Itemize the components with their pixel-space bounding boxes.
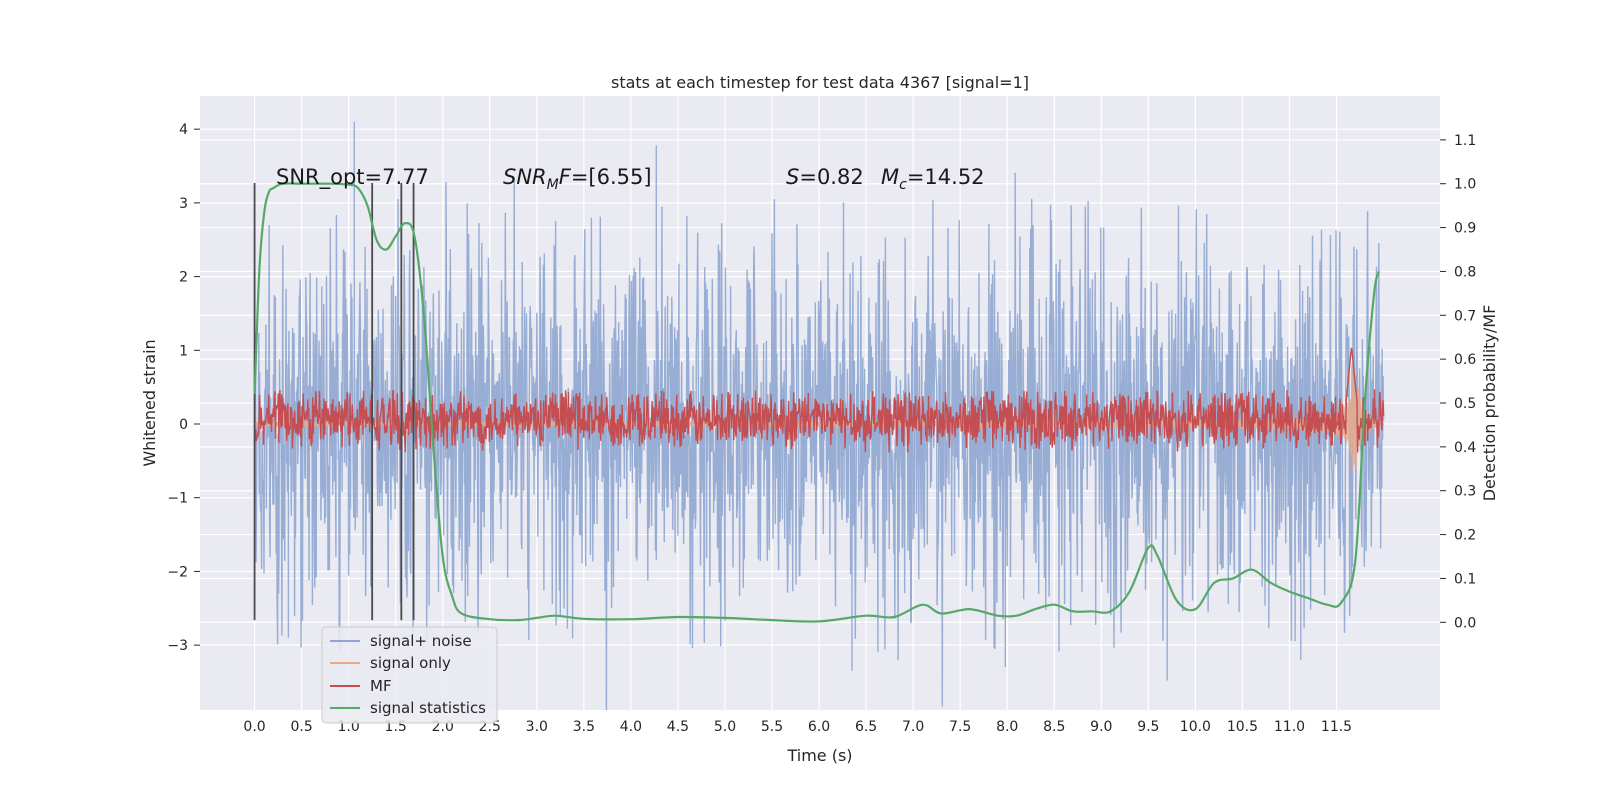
y-axis-label: Whitened strain xyxy=(140,339,159,466)
y-axis-ticks: 4 3 2 1 0 −1 −2 −3 xyxy=(167,122,200,654)
x-axis-label: Time (s) xyxy=(786,746,852,765)
legend-label-mf: MF xyxy=(370,677,392,695)
x-tick-label: 9.5 xyxy=(1137,719,1159,735)
y2-tick-label: 0.5 xyxy=(1454,396,1476,412)
annotation-snr-mf: SNRMF=[6.55] xyxy=(503,165,652,193)
x-tick-label: 9.0 xyxy=(1090,719,1112,735)
x-tick-label: 5.0 xyxy=(714,719,736,735)
annotation-mc: Mc=14.52 xyxy=(881,165,985,193)
vertical-markers xyxy=(253,182,415,621)
y2-tick-label: 1.0 xyxy=(1454,177,1476,193)
y2-axis-label: Detection probability/MF xyxy=(1480,305,1499,502)
y2-tick-label: 1.1 xyxy=(1454,133,1476,149)
y2-tick-label: 0.8 xyxy=(1454,264,1476,280)
annotation-snr-opt: SNR_opt=7.77 xyxy=(276,165,429,190)
y-tick-label: 3 xyxy=(179,196,188,212)
annotation-s: S=0.82 xyxy=(786,165,864,189)
x-tick-label: 8.0 xyxy=(996,719,1018,735)
x-tick-label: 11.5 xyxy=(1321,719,1352,735)
y-tick-label: 0 xyxy=(179,417,188,433)
y2-tick-label: 0.1 xyxy=(1454,571,1476,587)
legend: signal+ noise signal only MF signal stat… xyxy=(321,626,498,724)
y-tick-label: −2 xyxy=(167,564,188,580)
x-tick-label: 0.5 xyxy=(290,719,312,735)
x-tick-label: 3.5 xyxy=(573,719,595,735)
y2-tick-label: 0.9 xyxy=(1454,221,1476,237)
y-tick-label: −3 xyxy=(167,638,188,654)
chart-title: stats at each timestep for test data 436… xyxy=(611,73,1029,92)
x-tick-label: 6.5 xyxy=(855,719,877,735)
x-tick-label: 5.5 xyxy=(761,719,783,735)
y2-tick-label: 0.0 xyxy=(1454,615,1476,631)
series-signal-statistics xyxy=(253,182,1380,623)
y2-tick-label: 0.6 xyxy=(1454,352,1476,368)
legend-label-signal-noise: signal+ noise xyxy=(370,632,472,650)
x-tick-label: 7.5 xyxy=(949,719,971,735)
y2-tick-label: 0.2 xyxy=(1454,528,1476,544)
legend-label-signal-statistics: signal statistics xyxy=(370,699,486,717)
mf-line xyxy=(254,347,1385,453)
y-tick-label: −1 xyxy=(167,491,188,507)
x-tick-label: 6.0 xyxy=(808,719,830,735)
y2-axis-ticks: 1.1 1.0 0.9 0.8 0.7 0.6 0.5 0.4 0.3 0.2 0.1 0.0 xyxy=(1440,133,1476,631)
y2-tick-label: 0.3 xyxy=(1454,484,1476,500)
series-mf xyxy=(254,347,1385,453)
y-tick-label: 4 xyxy=(179,122,188,138)
x-tick-label: 7.0 xyxy=(902,719,924,735)
x-tick-label: 0.0 xyxy=(243,719,265,735)
x-tick-label: 3.0 xyxy=(526,719,548,735)
x-tick-label: 4.0 xyxy=(620,719,642,735)
signal-statistics-line xyxy=(253,182,1380,623)
x-tick-label: 8.5 xyxy=(1043,719,1065,735)
x-tick-label: 10.0 xyxy=(1180,719,1211,735)
y2-tick-label: 0.4 xyxy=(1454,440,1476,456)
x-tick-label: 11.0 xyxy=(1274,719,1305,735)
x-tick-label: 4.5 xyxy=(667,719,689,735)
legend-label-signal-only: signal only xyxy=(370,654,451,672)
legend-box xyxy=(321,626,498,724)
y2-tick-label: 0.7 xyxy=(1454,308,1476,324)
y-tick-label: 2 xyxy=(179,270,188,286)
x-axis-ticks: 0.0 0.5 1.0 1.5 2.0 2.5 3.0 3.5 4.0 4.5 5.0 5.5 6.0 6… xyxy=(243,719,1352,735)
y-tick-label: 1 xyxy=(179,343,188,359)
x-tick-label: 10.5 xyxy=(1227,719,1258,735)
